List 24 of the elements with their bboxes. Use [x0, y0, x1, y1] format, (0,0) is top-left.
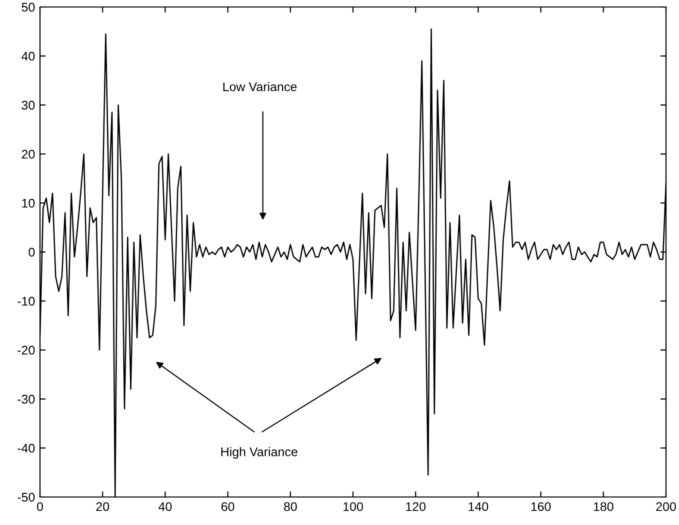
y-tick-label: -50	[18, 492, 35, 502]
x-tick-label: 120	[406, 502, 426, 512]
x-tick-label: 20	[96, 502, 110, 512]
x-tick-label: 160	[531, 502, 551, 512]
x-tick-label: 40	[158, 502, 172, 512]
x-tick-label: 80	[284, 502, 297, 512]
y-tick-label: 20	[22, 150, 35, 159]
y-tick-label: -30	[18, 394, 35, 404]
y-tick-label: -10	[18, 296, 35, 306]
y-tick-label: 10	[22, 198, 35, 208]
y-tick-label: 50	[22, 2, 35, 12]
y-tick-label: -20	[18, 346, 35, 355]
annotation: High Variance	[221, 447, 298, 459]
x-tick-label: 180	[594, 502, 614, 512]
annotation: Low Variance	[223, 82, 297, 92]
y-tick-label: 40	[22, 52, 35, 61]
x-tick-label: 100	[344, 502, 363, 512]
y-tick-label: 0	[28, 248, 35, 257]
x-tick-label: 200	[656, 502, 676, 512]
y-tick-label: 30	[22, 100, 35, 110]
x-tick-label: 0	[37, 502, 43, 512]
y-tick-label: -40	[18, 444, 35, 453]
x-tick-label: 60	[221, 502, 234, 512]
x-tick-label: 140	[468, 502, 488, 512]
